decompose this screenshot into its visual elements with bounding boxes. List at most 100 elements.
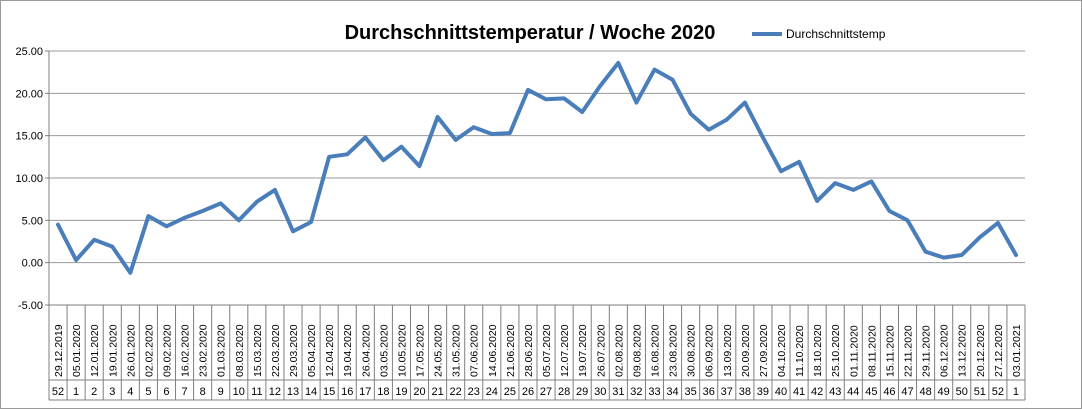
week-number: 2 <box>91 386 97 398</box>
data-point <box>363 135 367 139</box>
data-point <box>219 201 223 205</box>
x-tick-label: 05.04.2020 <box>306 324 318 377</box>
x-tick-label: 17.05.2020 <box>415 324 427 377</box>
y-axis: 25.00 20.00 15.00 10.00 5.00 0.00 -5.00 <box>15 46 49 312</box>
week-number: 52 <box>52 386 64 398</box>
data-point <box>472 125 476 129</box>
x-tick-label: 29.03.2020 <box>288 324 300 377</box>
data-point <box>797 160 801 164</box>
data-point <box>508 131 512 135</box>
week-number: 19 <box>395 386 407 398</box>
week-number: 29 <box>576 386 588 398</box>
x-tick-label: 31.05.2020 <box>451 324 463 377</box>
x-tick-label: 29.12.2019 <box>53 324 65 377</box>
week-number: 51 <box>974 386 986 398</box>
x-tick-label: 27.12.2020 <box>993 324 1005 377</box>
week-number: 24 <box>486 386 498 398</box>
x-tick-label: 13.09.2020 <box>722 324 734 377</box>
x-tick-label: 03.01.2021 <box>1011 324 1023 377</box>
week-number: 3 <box>109 386 115 398</box>
week-number: 21 <box>431 386 443 398</box>
week-number: 17 <box>359 386 371 398</box>
week-number: 48 <box>919 386 931 398</box>
data-point <box>327 155 331 159</box>
data-point <box>562 96 566 100</box>
week-number: 43 <box>829 386 841 398</box>
x-tick-label: 01.11.2020 <box>848 325 860 377</box>
week-number: 38 <box>739 386 751 398</box>
week-number: 34 <box>666 386 678 398</box>
week-number: 14 <box>305 386 317 398</box>
data-point <box>833 181 837 185</box>
x-tick-label: 30.08.2020 <box>686 324 698 377</box>
week-number: 46 <box>883 386 895 398</box>
week-number: 11 <box>251 386 262 398</box>
data-point <box>454 138 458 142</box>
week-number: 23 <box>468 386 480 398</box>
data-point <box>851 188 855 192</box>
week-number: 1 <box>1013 386 1019 398</box>
week-number: 40 <box>775 386 787 398</box>
data-point <box>183 216 187 220</box>
x-tick-label: 19.07.2020 <box>577 324 589 377</box>
week-number: 25 <box>504 386 516 398</box>
legend-label: Durchschnittstemp <box>786 27 886 41</box>
x-tick-label: 12.01.2020 <box>89 324 101 377</box>
x-tick-label: 22.03.2020 <box>270 324 282 377</box>
x-tick-label: 26.07.2020 <box>595 324 607 377</box>
x-tick-label: 14.06.2020 <box>487 324 499 377</box>
week-number: 8 <box>200 386 206 398</box>
week-number: 35 <box>685 386 697 398</box>
data-point <box>671 78 675 82</box>
x-tick-label: 16.02.2020 <box>180 324 192 377</box>
week-number: 42 <box>811 386 823 398</box>
x-tick-label: 19.04.2020 <box>342 324 354 377</box>
data-point <box>273 188 277 192</box>
week-number: 4 <box>127 386 133 398</box>
week-number: 12 <box>269 386 281 398</box>
data-point <box>869 179 873 183</box>
data-point <box>978 235 982 239</box>
week-number: 18 <box>377 386 389 398</box>
data-point <box>689 112 693 116</box>
series-layer <box>56 60 1018 275</box>
data-point <box>924 250 928 254</box>
x-tick-label: 24.05.2020 <box>433 324 445 377</box>
data-point <box>761 135 765 139</box>
data-point <box>815 199 819 203</box>
grid <box>49 50 1025 306</box>
data-point <box>418 164 421 168</box>
week-number: 16 <box>341 386 353 398</box>
data-point <box>165 224 168 228</box>
data-point <box>942 256 946 260</box>
week-number: 32 <box>630 386 642 398</box>
series-line <box>56 60 1018 275</box>
week-number: 33 <box>648 386 660 398</box>
data-point <box>653 68 656 72</box>
data-point <box>56 223 60 227</box>
data-point <box>707 128 711 132</box>
x-tick-label: 23.02.2020 <box>198 324 210 377</box>
x-tick-label: 10.05.2020 <box>396 324 408 377</box>
x-tick-label: 08.03.2020 <box>234 324 246 377</box>
data-point <box>291 229 295 233</box>
y-tick-label: 25.00 <box>15 46 43 58</box>
data-point <box>309 220 313 224</box>
data-point <box>490 132 494 136</box>
data-point <box>1014 253 1018 257</box>
x-tick-label: 15.11.2020 <box>884 325 896 377</box>
x-tick-label: 03.05.2020 <box>378 324 390 377</box>
data-point <box>128 271 132 275</box>
week-number: 22 <box>450 386 462 398</box>
data-point <box>74 258 78 262</box>
data-point <box>381 158 385 162</box>
x-tick-label: 12.07.2020 <box>559 324 571 377</box>
data-point <box>906 218 909 222</box>
x-tick-label: 16.08.2020 <box>649 324 661 377</box>
week-number: 39 <box>757 386 769 398</box>
x-tick-label: 20.12.2020 <box>975 324 987 377</box>
data-point <box>743 101 747 105</box>
x-tick-label: 08.11.2020 <box>866 325 878 377</box>
data-point <box>255 200 259 204</box>
